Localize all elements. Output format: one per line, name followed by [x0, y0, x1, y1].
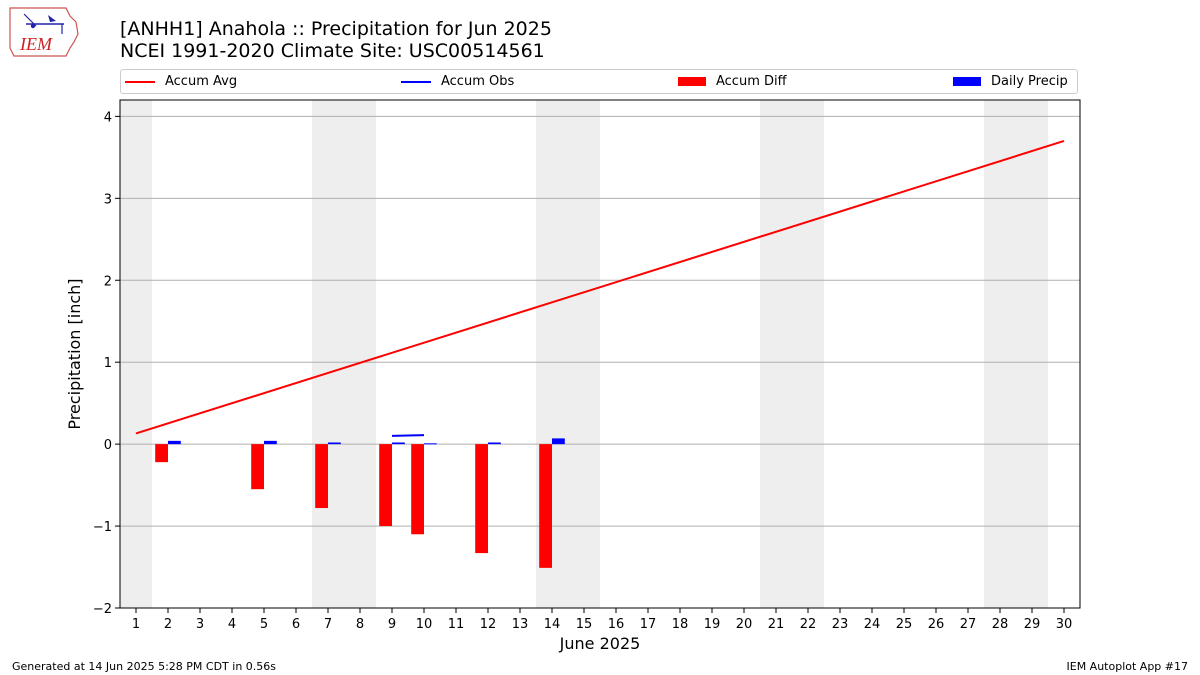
weekend-band-29	[1016, 100, 1048, 608]
x-tick-label: 25	[896, 617, 913, 632]
lines	[135, 140, 1065, 437]
x-tick-label: 8	[356, 617, 364, 632]
x-tick-label: 3	[196, 617, 204, 632]
x-tick-label: 6	[292, 617, 300, 632]
x-tick-label: 13	[512, 617, 529, 632]
x-tick-label: 21	[768, 617, 785, 632]
accum-diff-bar-5	[251, 444, 264, 490]
legend-swatch-accum-avg	[125, 80, 155, 83]
x-tick-label: 16	[608, 617, 625, 632]
legend-swatch-daily-precip	[953, 77, 981, 86]
svg-text:IEM: IEM	[19, 34, 53, 54]
weekend-band-7	[312, 100, 344, 608]
y-tick-label: 2	[104, 274, 112, 289]
x-tick-label: 1	[132, 617, 140, 632]
weekend-band-21	[760, 100, 792, 608]
daily-precip-bar-5	[264, 440, 277, 445]
y-tick-label: 3	[104, 192, 112, 207]
legend-item-daily-precip: Daily Precip	[953, 70, 1068, 93]
x-tick-label: 9	[388, 617, 396, 632]
legend-item-accum-diff: Accum Diff	[678, 70, 787, 93]
x-tick-label: 28	[992, 617, 1009, 632]
x-tick-label: 19	[704, 617, 721, 632]
y-tick-label: −2	[93, 602, 112, 617]
x-tick-label: 7	[324, 617, 332, 632]
x-tick-label: 22	[800, 617, 817, 632]
x-tick-label: 18	[672, 617, 689, 632]
footer-app-id: IEM Autoplot App #17	[1066, 660, 1189, 673]
x-tick-label: 20	[736, 617, 753, 632]
x-tick-label: 29	[1024, 617, 1041, 632]
x-tick-label: 23	[832, 617, 849, 632]
x-tick-label: 12	[480, 617, 497, 632]
x-tick-label: 26	[928, 617, 945, 632]
plot-frame	[119, 99, 1081, 609]
x-tick-label: 11	[448, 617, 465, 632]
daily-precip-bar-9	[392, 442, 405, 445]
daily-precip-bar-14	[552, 438, 565, 445]
y-tick-label: 1	[104, 356, 112, 371]
daily-precip-bar-10	[424, 443, 437, 445]
x-tick-label: 17	[640, 617, 657, 632]
x-tick-label: 27	[960, 617, 977, 632]
iem-logo: IEM	[6, 4, 82, 64]
x-tick-label: 15	[576, 617, 593, 632]
x-tick-label: 2	[164, 617, 172, 632]
legend-item-accum-obs: Accum Obs	[401, 70, 514, 93]
y-axis-label: Precipitation [inch]	[65, 278, 84, 429]
legend-label-accum-diff: Accum Diff	[716, 74, 787, 89]
legend-swatch-accum-diff	[678, 77, 706, 86]
x-tick-label: 5	[260, 617, 268, 632]
y-tick-label: 4	[104, 110, 112, 125]
x-axis-label: June 2025	[559, 634, 641, 653]
footer-generated: Generated at 14 Jun 2025 5:28 PM CDT in …	[12, 660, 277, 673]
weekend-band-15	[568, 100, 600, 608]
accum-obs-line	[391, 434, 425, 437]
accum-diff-bar-12	[475, 444, 488, 554]
bars	[155, 438, 565, 568]
daily-precip-bar-7	[328, 442, 341, 445]
weekend-band-8	[344, 100, 376, 608]
x-tick-label: 14	[544, 617, 561, 632]
daily-precip-bar-12	[488, 442, 501, 445]
legend-swatch-accum-obs	[401, 80, 431, 83]
accum-diff-bar-2	[155, 444, 168, 463]
legend-item-accum-avg: Accum Avg	[125, 70, 237, 93]
y-tick-label: 0	[104, 438, 112, 453]
daily-precip-bar-2	[168, 440, 181, 445]
chart-subtitle: NCEI 1991-2020 Climate Site: USC00514561	[120, 40, 545, 62]
accum-avg-line	[135, 140, 1065, 435]
chart-title: [ANHH1] Anahola :: Precipitation for Jun…	[120, 18, 552, 40]
weekend-band-22	[792, 100, 824, 608]
y-tick-label: −1	[93, 520, 112, 535]
legend-label-accum-avg: Accum Avg	[165, 74, 238, 89]
x-tick-label: 10	[416, 617, 433, 632]
weekend-shading	[120, 100, 1048, 608]
legend-label-daily-precip: Daily Precip	[991, 74, 1068, 89]
accum-diff-bar-14	[539, 444, 552, 568]
legend: Accum Avg Accum Obs Accum Diff Daily Pre…	[120, 69, 1078, 94]
x-tick-label: 30	[1056, 617, 1073, 632]
accum-diff-bar-10	[411, 444, 424, 535]
legend-label-accum-obs: Accum Obs	[441, 74, 515, 89]
accum-diff-bar-9	[379, 444, 392, 527]
accum-diff-bar-7	[315, 444, 328, 509]
weekend-band-28	[984, 100, 1016, 608]
x-tick-label: 24	[864, 617, 881, 632]
x-tick-label: 4	[228, 617, 236, 632]
weekend-band-1	[120, 100, 152, 608]
